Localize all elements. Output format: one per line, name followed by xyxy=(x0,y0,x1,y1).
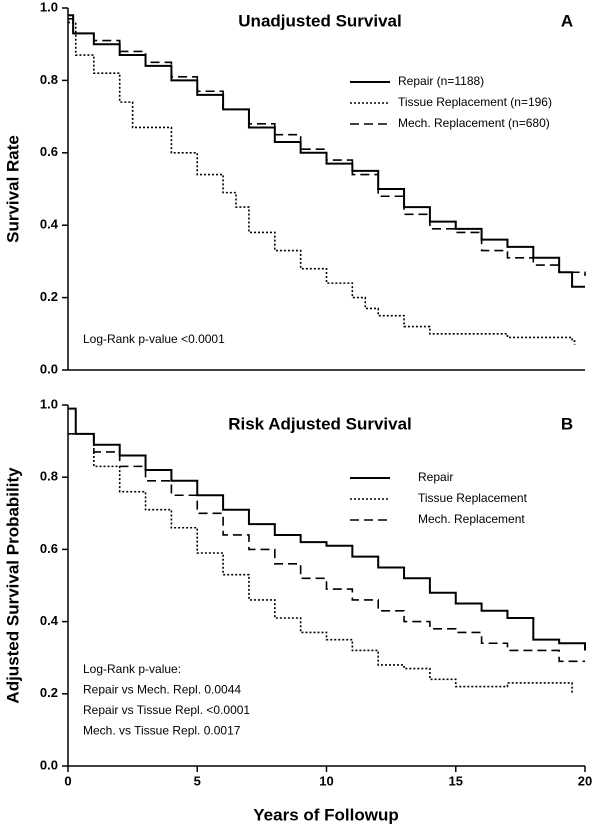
legend-label: Tissue Replacement xyxy=(418,491,528,505)
annotation: Repair vs Tissue Repl. <0.0001 xyxy=(83,703,250,717)
x-axis-label: Years of Followup xyxy=(253,805,398,824)
chart-title: Risk Adjusted Survival xyxy=(228,414,412,433)
annotation: Log-Rank p-value <0.0001 xyxy=(83,332,225,346)
panel-label: B xyxy=(561,414,573,433)
survival-curve xyxy=(68,21,576,345)
survival-curve xyxy=(68,433,585,663)
y-tick-label: 0.8 xyxy=(40,469,58,484)
x-tick-label: 5 xyxy=(194,773,201,788)
legend-label: Mech. Replacement (n=680) xyxy=(398,116,550,130)
y-axis-label: Adjusted Survival Probability xyxy=(3,467,22,704)
y-tick-label: 1.0 xyxy=(40,0,58,14)
annotation: Log-Rank p-value: xyxy=(83,662,181,676)
y-tick-label: 0.2 xyxy=(40,685,58,700)
survival-curve xyxy=(68,407,586,651)
y-tick-label: 1.0 xyxy=(40,396,58,411)
y-tick-label: 0.6 xyxy=(40,144,58,159)
y-tick-label: 0.0 xyxy=(40,361,58,376)
x-tick-label: 15 xyxy=(449,773,463,788)
y-axis-label: Survival Rate xyxy=(3,135,22,243)
annotation: Mech. vs Tissue Repl. 0.0017 xyxy=(83,724,241,738)
chart-title: Unadjusted Survival xyxy=(238,11,401,30)
survival-curve xyxy=(68,18,586,276)
y-tick-label: 0.6 xyxy=(40,541,58,556)
y-tick-label: 0.2 xyxy=(40,289,58,304)
legend-label: Repair (n=1188) xyxy=(398,74,484,88)
legend-label: Mech. Replacement xyxy=(418,512,525,526)
survival-curve xyxy=(68,433,573,694)
y-tick-label: 0.0 xyxy=(40,757,58,772)
panel-label: A xyxy=(561,11,573,30)
x-tick-label: 10 xyxy=(319,773,333,788)
legend-label: Tissue Replacement (n=196) xyxy=(398,95,552,109)
annotation: Repair vs Mech. Repl. 0.0044 xyxy=(83,683,241,697)
y-tick-label: 0.8 xyxy=(40,72,58,87)
y-tick-label: 0.4 xyxy=(40,613,59,628)
x-tick-label: 0 xyxy=(64,773,71,788)
y-tick-label: 0.4 xyxy=(40,217,59,232)
legend-label: Repair xyxy=(418,470,453,484)
x-tick-label: 20 xyxy=(578,773,592,788)
